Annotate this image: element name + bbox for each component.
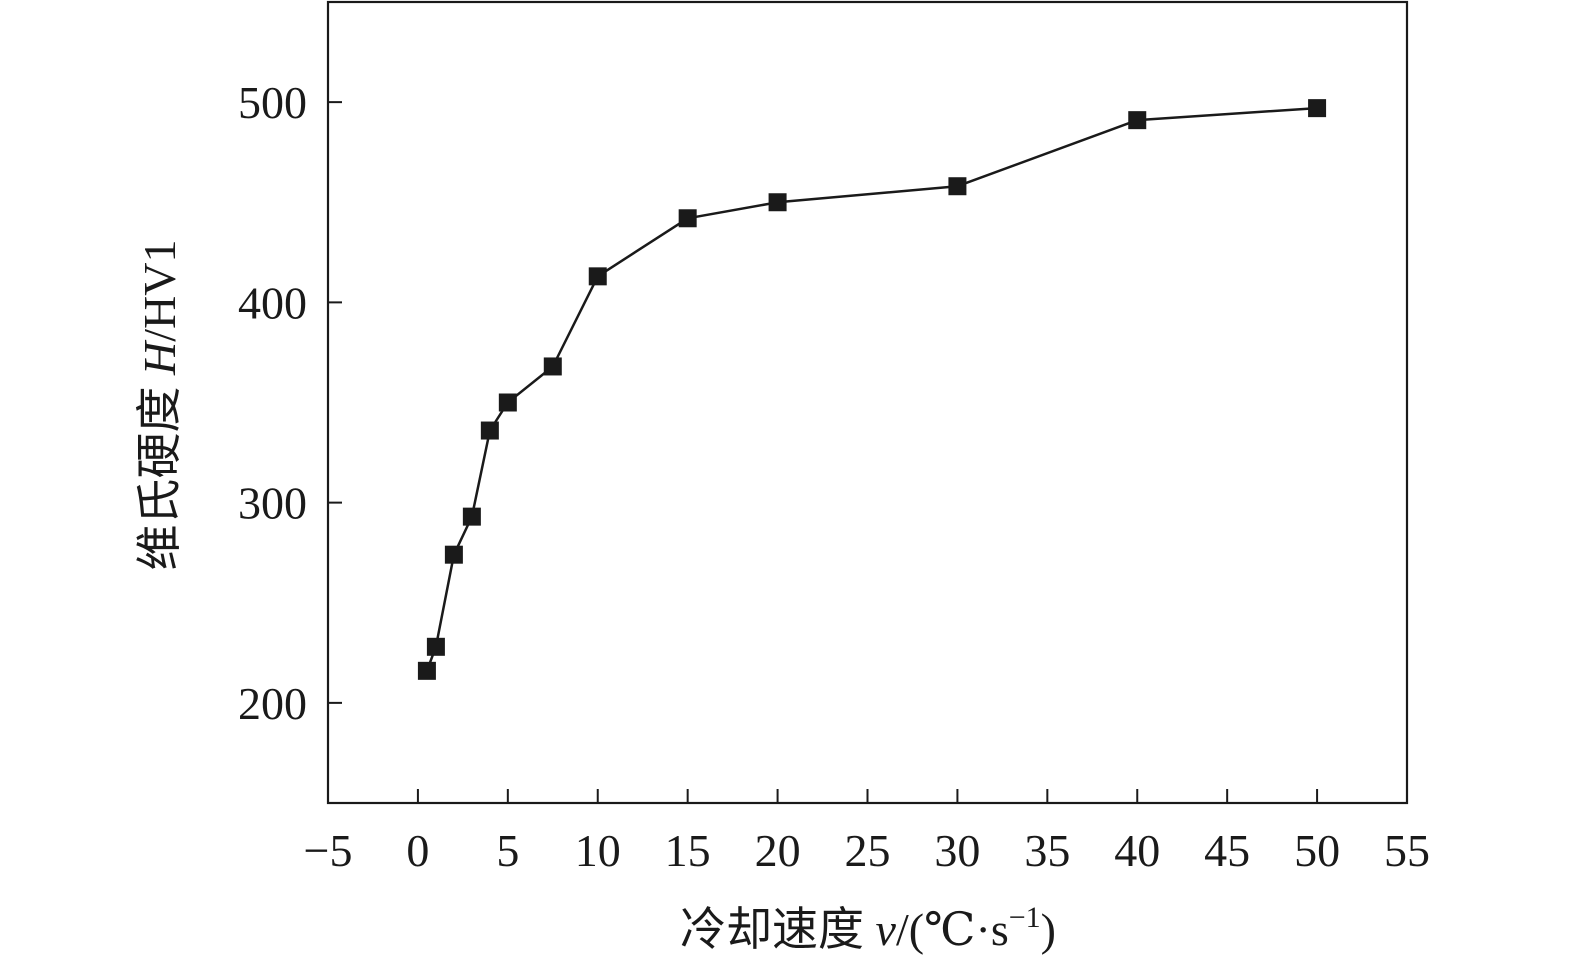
data-point: [678, 209, 697, 228]
data-point: [543, 357, 562, 376]
series-polyline: [425, 106, 1318, 672]
x-tick-label: 45: [1204, 825, 1250, 876]
data-point: [498, 393, 517, 412]
y-axis-ticks: 200 300 400 500: [238, 77, 342, 729]
y-tick-label: 400: [238, 277, 307, 328]
x-axis-ticks: −5 0 5 10 15 20 25 30 35 40 45 50 55: [304, 789, 1430, 876]
x-tick-label: 15: [665, 825, 711, 876]
x-tick-label: 5: [496, 825, 519, 876]
y-axis-title: 维氏硬度 H/HV1: [134, 240, 185, 571]
data-point: [462, 507, 481, 526]
x-tick-label: 50: [1294, 825, 1340, 876]
data-point: [1128, 111, 1147, 130]
y-tick-label: 200: [238, 678, 307, 729]
plot-border: [326, 0, 1409, 805]
plot-frame: [326, 0, 1409, 805]
x-tick-label: 25: [845, 825, 891, 876]
y-tick-label: 500: [238, 77, 307, 128]
data-point: [1308, 99, 1327, 118]
x-tick-label: 40: [1114, 825, 1160, 876]
data-point: [768, 193, 787, 212]
y-tick-label: 300: [238, 478, 307, 529]
x-tick-label: 55: [1384, 825, 1430, 876]
series-line: [425, 106, 1318, 672]
x-axis-title: 冷却速度 v/(℃·s−1): [680, 901, 1056, 955]
x-tick-label: −5: [304, 825, 353, 876]
data-point: [480, 421, 499, 440]
x-tick-label: 35: [1024, 825, 1070, 876]
x-tick-label: 0: [406, 825, 429, 876]
x-tick-label: 30: [934, 825, 980, 876]
data-point: [588, 267, 607, 286]
data-point: [426, 637, 445, 656]
x-tick-label: 10: [575, 825, 621, 876]
data-point: [948, 177, 967, 196]
data-point: [444, 545, 463, 564]
series-points: [417, 99, 1327, 680]
x-tick-label: 20: [755, 825, 801, 876]
data-point: [417, 661, 436, 680]
